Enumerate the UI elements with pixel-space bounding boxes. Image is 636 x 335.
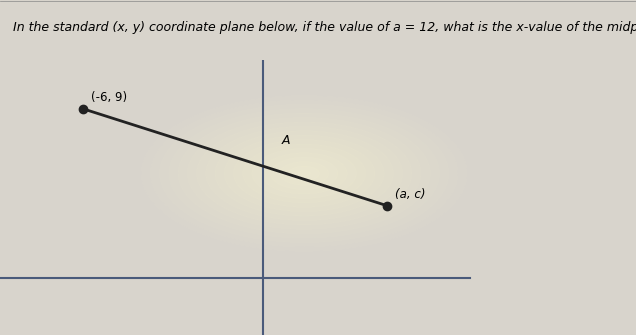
Text: In the standard (x, y) coordinate plane below, if the value of a = 12, what is t: In the standard (x, y) coordinate plane … — [13, 21, 636, 34]
Text: (a, c): (a, c) — [396, 188, 426, 201]
Ellipse shape — [261, 153, 347, 194]
Text: (-6, 9): (-6, 9) — [91, 91, 127, 104]
Text: A: A — [282, 134, 291, 147]
Ellipse shape — [280, 162, 329, 185]
Ellipse shape — [270, 157, 338, 190]
Ellipse shape — [298, 171, 310, 176]
Ellipse shape — [289, 166, 319, 181]
